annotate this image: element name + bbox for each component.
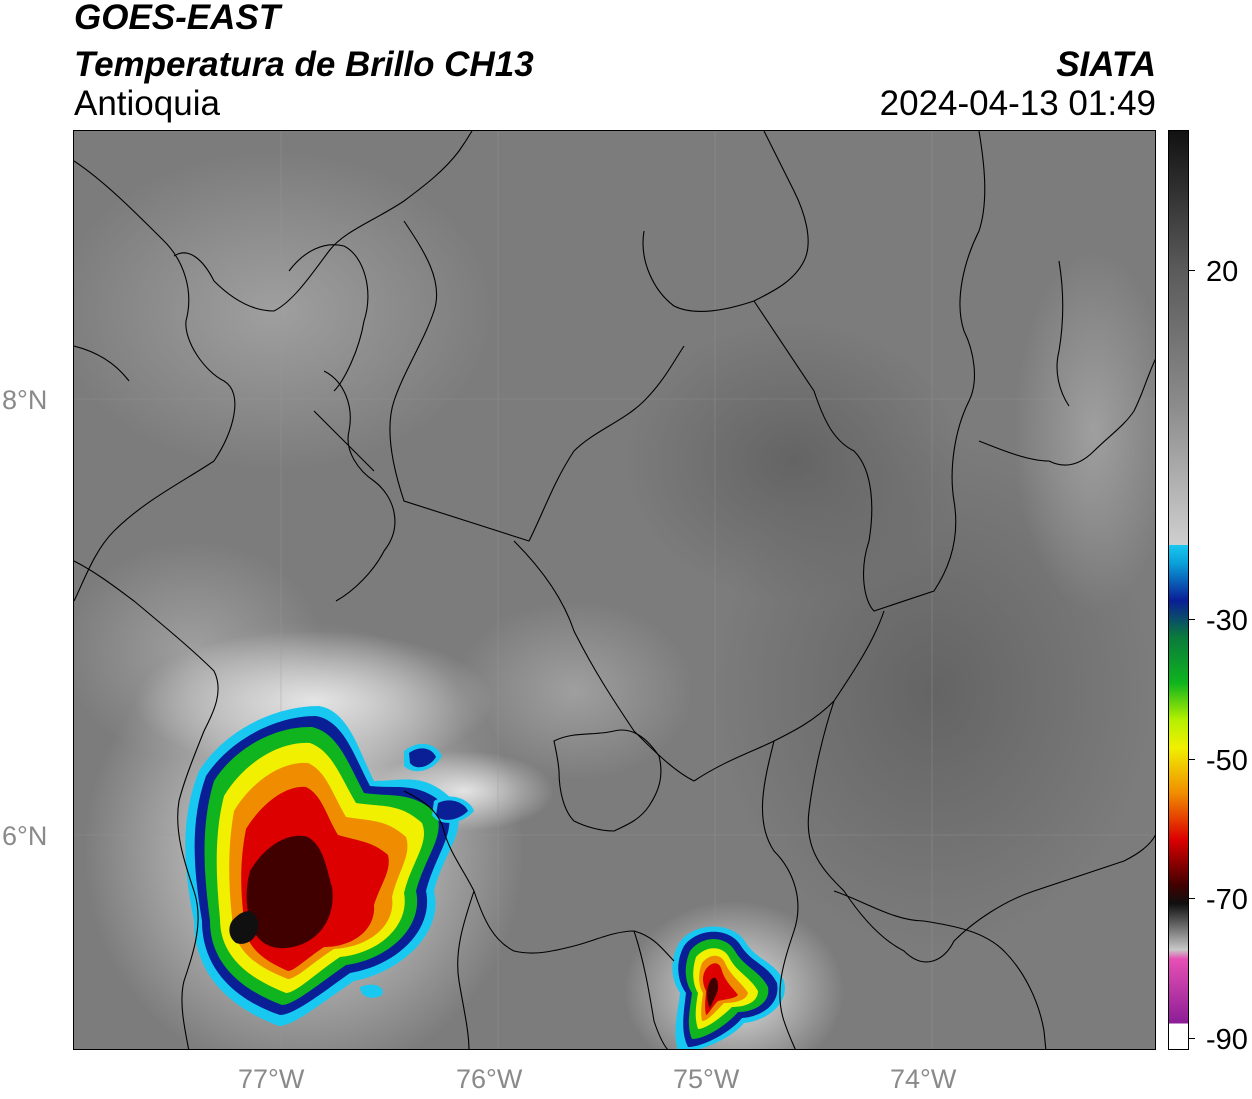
- y-tick-label: 8°N: [2, 385, 48, 415]
- product-title: Temperatura de Brillo CH13: [74, 45, 534, 84]
- region-label: Antioquia: [74, 84, 220, 123]
- y-tick-label: 6°N: [2, 821, 48, 851]
- south-storm-cell: [672, 926, 785, 1049]
- boundaries: [74, 131, 1155, 1049]
- x-tick-label: 76°W: [456, 1064, 523, 1094]
- colorbar-label: 20: [1206, 256, 1239, 288]
- x-tick-label: 77°W: [238, 1064, 305, 1094]
- colorbar-tick: [1189, 759, 1195, 760]
- x-tick-label: 74°W: [890, 1064, 957, 1094]
- satellite-title: GOES-EAST: [74, 0, 281, 37]
- colorbar-tick: [1189, 270, 1195, 271]
- colorbar: [1168, 130, 1189, 1050]
- timestamp-label: 2024-04-13 01:49: [879, 84, 1156, 123]
- x-tick-label: 75°W: [673, 1064, 740, 1094]
- colorbar-label: -30: [1206, 605, 1248, 637]
- colorbar-tick: [1189, 898, 1195, 899]
- storm-fragments: [360, 743, 474, 998]
- west-storm-cell: [185, 706, 459, 1026]
- colorbar-label: -90: [1206, 1024, 1248, 1056]
- colorbar-tick: [1189, 1038, 1195, 1039]
- satellite-map: [73, 130, 1156, 1050]
- colorbar-label: -70: [1206, 884, 1248, 916]
- brand-label: SIATA: [1056, 45, 1156, 84]
- colorbar-label: -50: [1206, 745, 1248, 777]
- colorbar-tick: [1189, 619, 1195, 620]
